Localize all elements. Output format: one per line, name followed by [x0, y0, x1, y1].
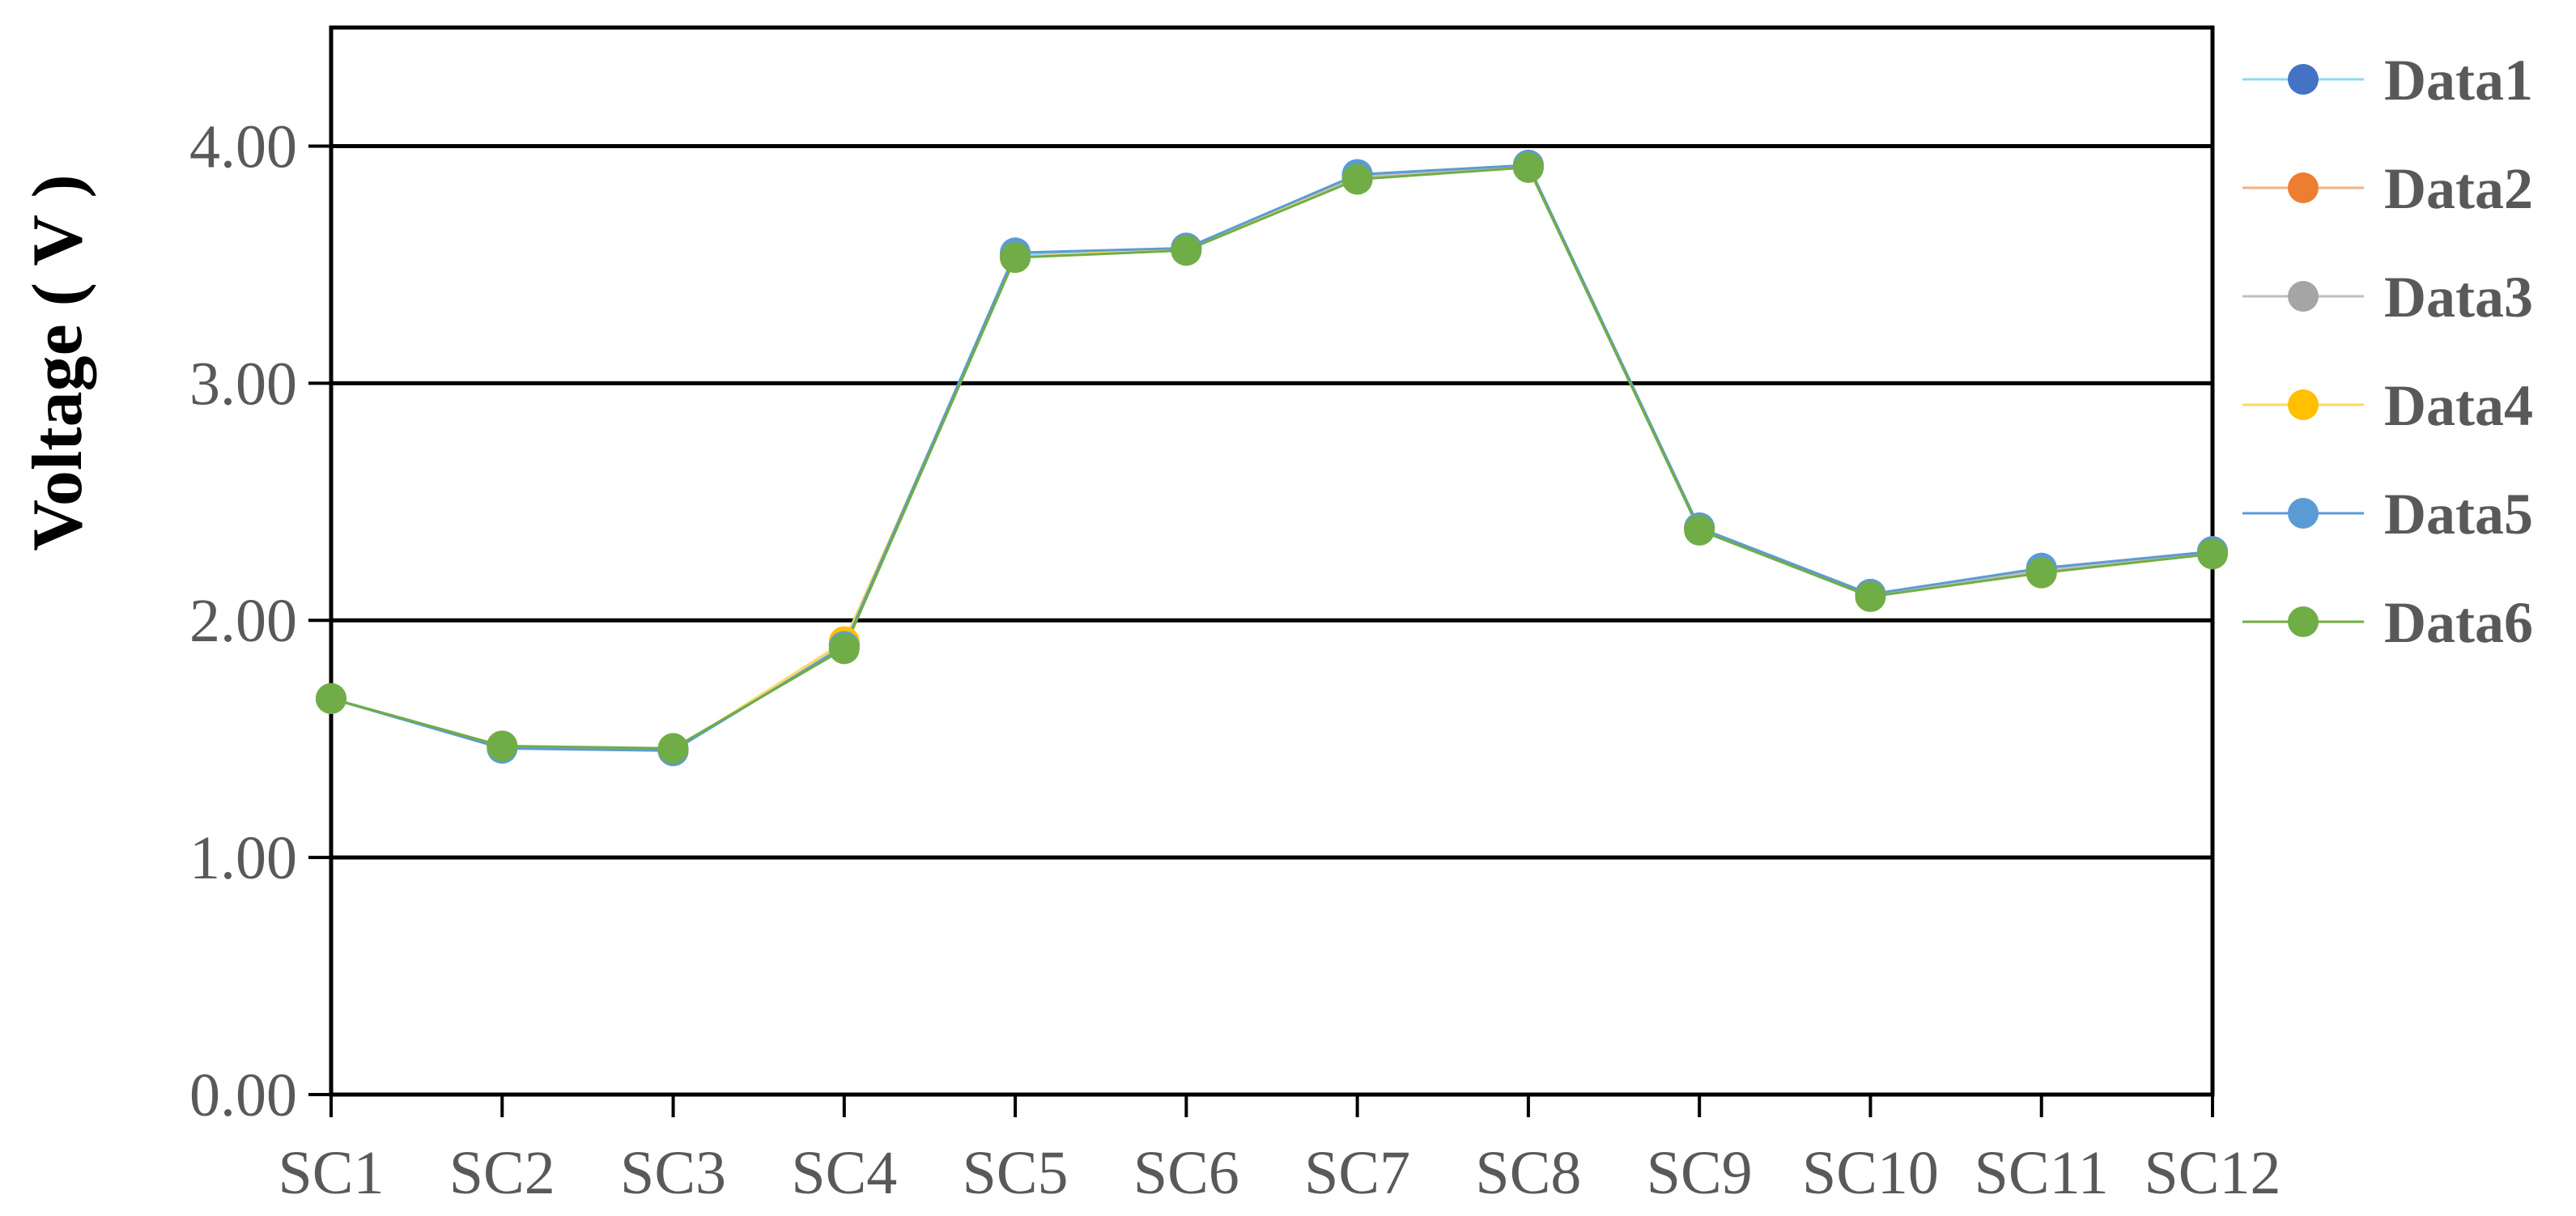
legend-marker	[2288, 606, 2319, 637]
data-point-data6-sc3	[657, 733, 689, 764]
y-axis-ticks	[308, 144, 331, 1096]
data-point-data6-sc6	[1171, 235, 1202, 266]
series-line-data2	[330, 164, 2213, 752]
legend-label: Data6	[2384, 590, 2533, 655]
x-tick-label: SC8	[1475, 1139, 1581, 1207]
y-tick-labels: 0.00 1.00 2.00 3.00 4.00	[189, 113, 297, 1129]
series-lines	[330, 164, 2213, 752]
legend-marker	[2288, 64, 2319, 95]
y-tick-label: 1.00	[189, 824, 297, 892]
legend-item-data4: Data4	[2242, 373, 2533, 438]
x-tick-label: SC4	[791, 1139, 897, 1207]
legend-label: Data1	[2384, 48, 2533, 113]
y-tick-label: 0.00	[189, 1061, 297, 1129]
plot-area-frame	[329, 25, 2215, 1097]
x-tick-label: SC6	[1133, 1139, 1239, 1207]
data-point-data6-sc1	[316, 682, 346, 714]
x-tick-label: SC5	[963, 1139, 1069, 1207]
legend-label: Data2	[2384, 156, 2533, 221]
legend-item-data1: Data1	[2242, 48, 2533, 113]
legend-item-data6: Data6	[2242, 590, 2533, 655]
data-point-data6-sc7	[1341, 164, 1373, 195]
x-axis-ticks	[329, 1095, 2214, 1117]
series-markers	[316, 149, 2228, 767]
legend-label: Data5	[2384, 482, 2533, 546]
x-tick-label: SC1	[278, 1139, 385, 1207]
x-tick-label: SC10	[1802, 1139, 1939, 1207]
data-point-data6-sc11	[2026, 557, 2057, 589]
series-line-data1	[330, 164, 2213, 752]
x-tick-label: SC7	[1304, 1139, 1410, 1207]
data-point-data6-sc10	[1855, 580, 1886, 612]
legend-label: Data4	[2384, 373, 2533, 438]
series-line-data4	[330, 166, 2213, 752]
series-line-data5	[330, 164, 2213, 752]
series-line-data6	[330, 166, 2213, 750]
x-tick-label: SC2	[449, 1139, 555, 1207]
y-tick-label: 2.00	[189, 587, 297, 655]
x-tick-label: SC11	[1975, 1139, 2109, 1207]
legend-item-data2: Data2	[2242, 156, 2533, 221]
data-point-data6-sc4	[828, 633, 860, 665]
legend-marker	[2288, 281, 2319, 312]
data-point-data6-sc8	[1512, 151, 1544, 183]
legend-marker	[2288, 498, 2319, 529]
y-tick-label: 4.00	[189, 113, 297, 181]
data-point-data6-sc5	[1000, 242, 1031, 274]
data-point-data6-sc9	[1684, 514, 1715, 546]
y-axis-title: Voltage ( V )	[19, 174, 97, 551]
legend-label: Data3	[2384, 265, 2533, 330]
y-tick-label: 3.00	[189, 350, 297, 418]
legend-marker	[2288, 172, 2319, 203]
x-tick-labels: SC1 SC2 SC3 SC4 SC5 SC6 SC7 SC8 SC9 SC10 SC11 SC12	[278, 1139, 2281, 1207]
y-gridlines	[331, 143, 2213, 1097]
x-tick-label: SC3	[620, 1139, 726, 1207]
data-point-data6-sc12	[2197, 538, 2228, 570]
legend-item-data5: Data5	[2242, 482, 2533, 546]
x-tick-label: SC9	[1647, 1139, 1753, 1207]
x-tick-label: SC12	[2145, 1139, 2281, 1207]
legend-item-data3: Data3	[2242, 265, 2533, 330]
data-point-data6-sc2	[487, 730, 518, 762]
legend: Data1 Data2 Data3 Data4 Data5 Data6	[2242, 48, 2533, 655]
series-line-data3	[330, 166, 2213, 752]
legend-marker	[2288, 389, 2319, 420]
